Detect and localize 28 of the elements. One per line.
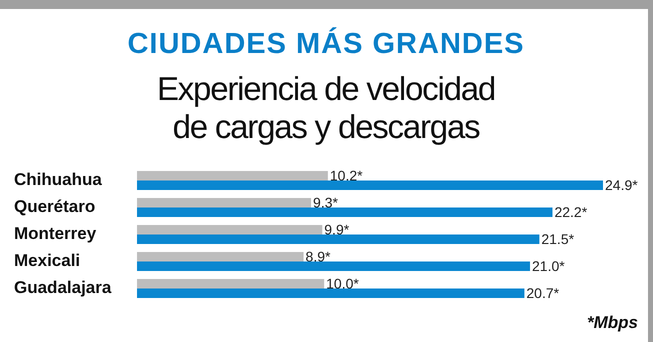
data-label: 22.2*	[554, 204, 588, 220]
bar	[137, 225, 322, 234]
data-label: 21.5*	[541, 230, 575, 247]
bar	[137, 198, 312, 208]
data-label: 9.3*	[313, 194, 339, 210]
bar	[137, 252, 304, 262]
bar	[137, 279, 324, 288]
y-tick-label: Mexicali	[14, 250, 80, 270]
y-tick-label: Guadalajara	[14, 278, 112, 297]
bar	[137, 208, 552, 217]
data-label: 8.9*	[306, 248, 332, 264]
data-label: 20.7*	[526, 284, 560, 301]
data-label: 10.2*	[330, 167, 364, 184]
bar	[137, 234, 540, 244]
chart-subtitle: Experiencia de velocidad de cargas y descargas	[156, 70, 496, 145]
y-tick-label: Querétaro	[14, 196, 96, 216]
y-tick-label: Chihuahua	[14, 170, 102, 189]
chart-title: CIUDADES MÁS GRANDES	[127, 27, 525, 60]
bar	[137, 180, 603, 190]
bar	[137, 171, 328, 180]
y-tick-label: Monterrey	[14, 224, 97, 243]
data-label: 24.9*	[605, 176, 638, 193]
bar	[137, 288, 524, 298]
data-label: 10.0*	[326, 275, 360, 292]
data-label: 21.0*	[532, 258, 566, 274]
text: *Mbps	[587, 313, 638, 332]
bar	[137, 262, 530, 271]
data-label: 9.9*	[324, 221, 350, 238]
